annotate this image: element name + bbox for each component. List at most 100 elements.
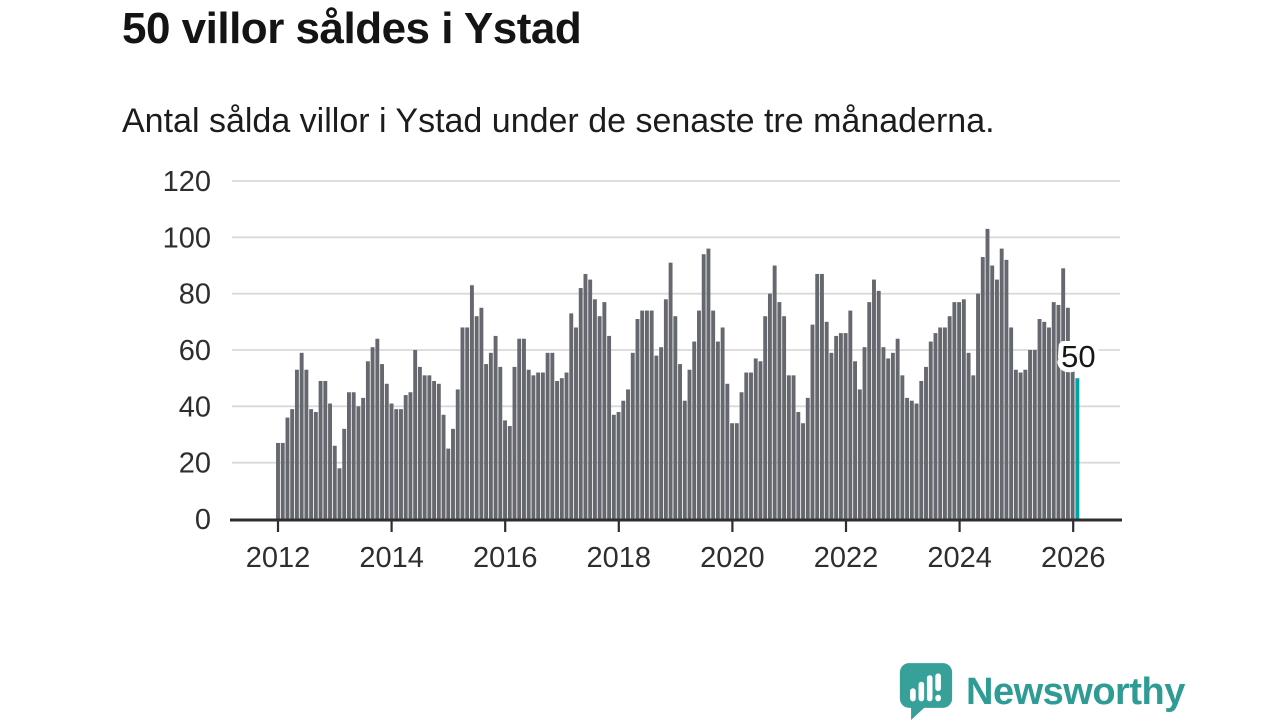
bar-chart: 0 20 40 60 80 100 120 2012 2014 2016 2018 2020 2022 2…	[0, 160, 1280, 600]
bar	[971, 375, 976, 519]
bar	[626, 389, 630, 519]
bar	[1065, 307, 1070, 519]
bar	[323, 380, 328, 519]
bar	[995, 279, 999, 519]
bar	[479, 307, 484, 519]
bar	[820, 273, 824, 519]
bar	[824, 321, 829, 519]
bar	[1023, 369, 1028, 519]
bar	[957, 302, 962, 519]
x-axis-label-2024: 2024	[927, 542, 992, 574]
bar	[455, 389, 460, 519]
bar	[919, 380, 924, 519]
bar	[332, 445, 337, 519]
bar	[720, 327, 725, 519]
bar	[1061, 268, 1066, 519]
bar	[872, 279, 876, 519]
newsworthy-logo: Newsworthy	[898, 662, 1185, 722]
bar	[465, 327, 470, 519]
bar	[1009, 327, 1014, 519]
bar	[999, 248, 1004, 519]
y-axis-label-80: 80	[179, 279, 211, 311]
bar	[905, 397, 910, 519]
bar	[328, 403, 332, 519]
bar	[517, 338, 522, 519]
bar	[862, 347, 867, 519]
bar	[408, 392, 413, 519]
bar	[758, 361, 763, 519]
bar	[909, 400, 914, 519]
logo-exclamation-dot	[935, 694, 941, 702]
bar	[1070, 364, 1075, 519]
speech-bubble-shape	[899, 663, 953, 720]
bar	[644, 310, 649, 519]
bar	[356, 406, 361, 519]
bar	[488, 352, 493, 519]
bar	[654, 355, 659, 519]
bar	[649, 310, 654, 519]
bar	[876, 290, 881, 519]
bar	[933, 333, 938, 519]
bar	[857, 389, 862, 519]
bar	[782, 316, 787, 519]
bar	[744, 372, 749, 519]
bar	[531, 375, 536, 519]
logo-bar-tall	[926, 675, 933, 702]
bar	[772, 265, 777, 519]
bar	[1013, 369, 1018, 519]
bar	[498, 366, 503, 519]
bar	[739, 392, 744, 519]
bar	[592, 299, 597, 519]
bar	[318, 380, 323, 519]
bar	[536, 372, 541, 519]
bar	[588, 279, 593, 519]
bar	[786, 375, 791, 519]
bar	[928, 341, 933, 519]
bar	[914, 403, 919, 519]
bar	[602, 302, 607, 519]
bar	[1042, 321, 1047, 519]
bar	[952, 302, 957, 519]
logo-bar-medium	[918, 681, 925, 702]
x-axis-label-2016: 2016	[473, 542, 538, 574]
bar	[692, 341, 697, 519]
bar	[564, 372, 569, 519]
bar	[436, 383, 441, 519]
bar	[895, 338, 900, 519]
bar	[730, 423, 735, 519]
bar	[337, 468, 342, 519]
bar	[451, 428, 455, 519]
bar	[351, 392, 356, 519]
bar	[961, 299, 966, 519]
bar	[635, 319, 640, 519]
y-axis-label-100: 100	[163, 222, 211, 254]
bar	[427, 375, 432, 519]
bar	[347, 392, 351, 519]
bar	[990, 265, 995, 519]
bar	[422, 375, 427, 519]
y-axis-label-120: 120	[163, 166, 211, 198]
bar	[503, 420, 507, 519]
bar	[380, 364, 385, 519]
bar	[280, 442, 285, 519]
y-axis-label-20: 20	[179, 448, 211, 480]
bar-chart-canvas: 0 20 40 60 80 100 120 2012 2014 2016 2018 2020 2022 2…	[163, 166, 1122, 574]
bar	[763, 316, 768, 519]
bar	[796, 411, 801, 519]
bar	[1056, 304, 1061, 519]
bar	[848, 310, 853, 519]
y-axis-label-40: 40	[179, 391, 211, 423]
bar	[384, 383, 389, 519]
y-axis-label-60: 60	[179, 335, 211, 367]
bar	[640, 310, 645, 519]
bar	[767, 293, 772, 519]
bar	[299, 352, 304, 519]
x-axis-label-2014: 2014	[359, 542, 424, 574]
bar	[1047, 327, 1051, 519]
bar	[924, 366, 928, 519]
bar	[545, 352, 550, 519]
bar	[890, 352, 895, 519]
x-axis-label-2012: 2012	[246, 542, 311, 574]
bar	[616, 411, 621, 519]
bar	[469, 285, 474, 519]
